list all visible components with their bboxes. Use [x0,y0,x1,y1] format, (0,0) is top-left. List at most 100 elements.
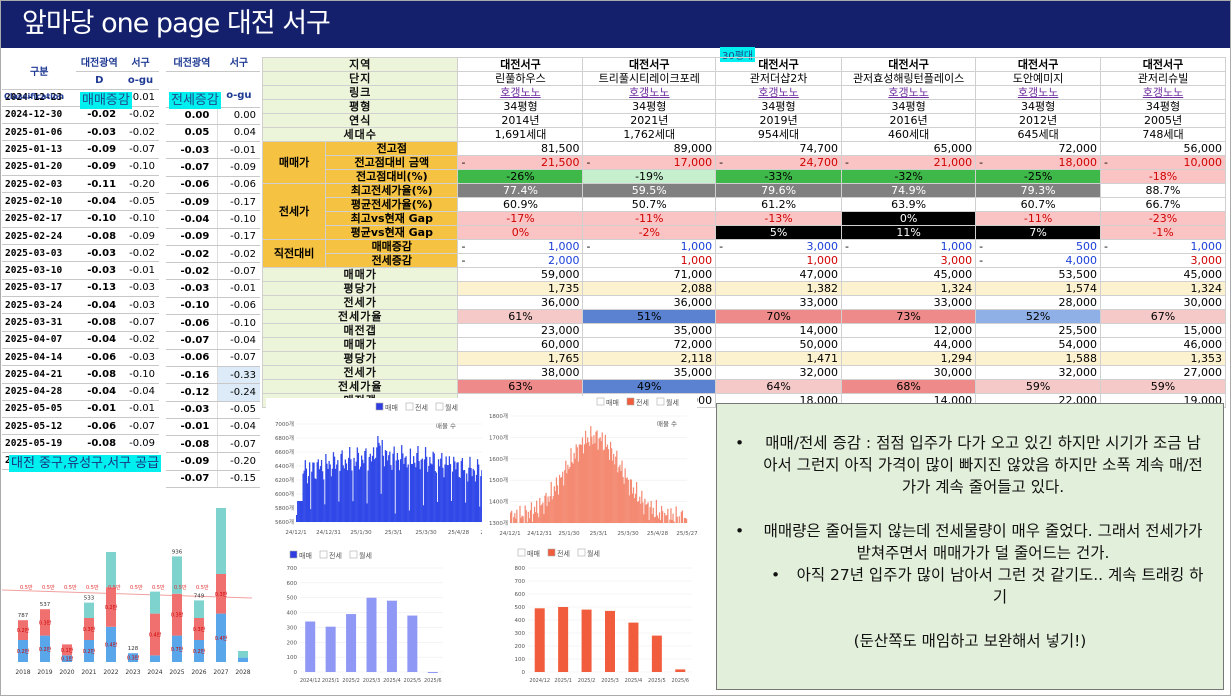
row-label-jeon2: 전세가 [261,365,459,380]
cell-link[interactable]: 호갱노노 [841,85,977,100]
daejeon-value: -0.04 [76,192,123,211]
count-bar [449,464,452,522]
daejeon-value: -0.08 [166,435,218,454]
average-note: 0.5만 [64,584,77,591]
cell-link[interactable]: 호갱노노 [975,85,1102,100]
legend-label: 전세 [415,403,428,412]
count-bar [559,477,562,523]
average-note: 0.5만 [152,584,165,591]
cell-sale: 47,000 [715,267,843,282]
cell-link[interactable]: 호갱노노 [1100,85,1226,100]
seogu-value: -0.01 [122,400,159,419]
seogu-value: -0.10 [122,210,159,228]
date-cell: 2025-02-03 [2,175,77,194]
x-tick-label: 2025/2 [342,678,360,684]
group-label-g1: 매매가 [261,141,327,184]
table-row: 0.05 0.04 [166,124,260,143]
count-bar [378,442,380,522]
cell-hh: 1,762세대 [582,127,717,142]
x-tick-label: 2025/1 [322,678,340,684]
value: 460세대 [887,128,930,141]
count-bar [622,477,624,523]
count-bar [327,468,329,522]
count-bar [621,460,623,523]
count-bar [414,462,416,522]
cell-jr2: 59% [975,379,1102,394]
count-bar [614,464,616,523]
count-bar [475,474,478,522]
cell-gap2: 7% [975,225,1102,240]
count-bar [478,464,480,522]
value: 73% [896,310,921,323]
count-bar [366,503,368,522]
count-bar [348,457,350,522]
cell-complex: 관저리슈빌 [1100,71,1226,86]
cell-gap2: 0% [457,225,584,240]
count-bar [583,444,586,523]
daejeon-value: -0.16 [166,366,218,385]
cell-py: 34평형 [582,99,717,114]
count-bar [444,464,446,522]
minus-sign: - [719,240,724,253]
bar-label: 0.3만 [171,612,184,619]
count-bar [549,496,551,523]
count-bar [423,459,426,522]
cell-jr: 67% [1100,309,1226,324]
count-bar [556,485,559,523]
cell-ppy2: 1,471 [715,351,843,366]
legend-label: 전세 [636,398,649,407]
value: 53,500 [1058,268,1098,281]
count-bar [588,441,590,523]
month-bar [325,626,336,672]
cell-link[interactable]: 호갱노노 [582,85,717,100]
count-bar [632,487,635,523]
table-row: -0.02 -0.02 [166,245,260,264]
seogu-value: -0.20 [122,175,159,194]
count-bar [404,457,406,522]
count-bar [380,493,382,522]
table-row: 2025-03-03 -0.03 -0.02 [2,244,159,263]
count-bar [336,464,338,522]
x-tick-label: 2025/4 [625,678,643,684]
value: 65,000 [933,142,973,155]
count-bar [297,501,299,522]
value: 1,382 [806,282,839,295]
cell-jr: 52% [975,309,1102,324]
minus-sign: - [586,240,591,253]
value: -1% [1152,226,1174,239]
value: 88.7% [1145,184,1181,197]
count-bar [536,500,538,523]
cell-maxjr: 79.6% [715,183,843,198]
value: 3,000 [940,254,973,267]
row-sale2: 매매가 60,000 72,000 50,000 44,000 54,000 46,000 [261,337,1226,352]
daejeon-value: -0.03 [76,123,123,142]
count-bar [441,452,443,522]
cell-jeon: 36,000 [582,295,717,310]
x-tick-label: 25/1/30 [558,531,580,537]
count-bar [604,434,606,523]
cell-sale_chg: - 500 [975,239,1102,254]
cell-link[interactable]: 호갱노노 [715,85,843,100]
count-bar [629,479,631,523]
cell-jeon_chg: 1,000 [715,253,843,268]
count-bar [469,456,471,522]
value: 대전서구 [1017,58,1059,71]
value: 트리풀시티레이크포레 [598,72,700,85]
y-tick-label: 400 [515,618,526,624]
count-bar [426,456,428,522]
row-ratio: 전고점대비(%) -26% -19% -33% -32% -25% -18% [263,169,1226,184]
count-bar [458,476,460,522]
count-bar [574,458,576,523]
count-bar [666,515,668,523]
jeonse-listing-count-chart: 매매 전세 월세 매물 수 1800개 1700개 1600개 1500개 1400개 1300개… [482,396,698,541]
cell-link[interactable]: 호갱노노 [457,85,584,100]
bar-label: 0.1만 [61,647,74,654]
legend-swatch [577,548,586,557]
average-note: 0.5만 [196,584,209,591]
count-bar [435,472,438,522]
count-bar [680,511,682,523]
table-row: -0.16 -0.33 [166,366,260,385]
count-bar [543,514,545,523]
value: 4,000 [1065,254,1098,267]
legend-label: 매매 [527,550,540,558]
